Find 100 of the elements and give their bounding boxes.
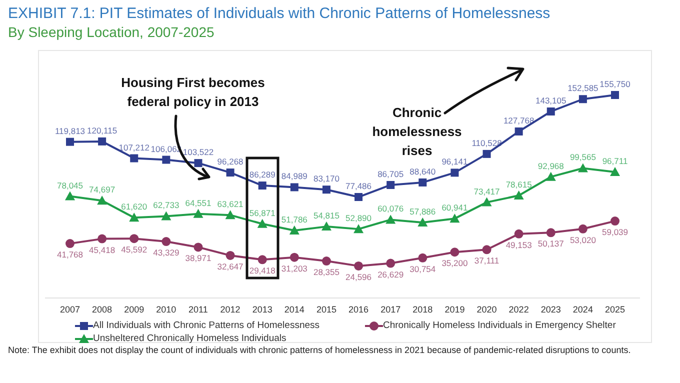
x-tick-label: 2017 xyxy=(380,304,401,314)
point xyxy=(546,172,556,181)
data-label: 107,212 xyxy=(118,142,150,152)
data-label: 35,200 xyxy=(442,258,468,268)
point xyxy=(194,159,202,168)
data-label: 31,203 xyxy=(281,263,308,274)
data-label: 62,733 xyxy=(153,200,180,210)
legend-label: Chronically Homeless Individuals in Emergency Shelter xyxy=(383,320,616,331)
point xyxy=(482,150,491,158)
data-label: 64,551 xyxy=(185,198,212,208)
data-label: 53,020 xyxy=(570,234,596,245)
x-tick-label: 2009 xyxy=(124,304,144,314)
point xyxy=(162,156,170,164)
data-label: 30,754 xyxy=(410,264,436,274)
x-tick-label: 2022 xyxy=(508,304,529,314)
point xyxy=(257,218,268,228)
point xyxy=(354,193,363,202)
data-label: 60,941 xyxy=(442,202,468,213)
x-tick-label: 2020 xyxy=(476,304,497,314)
data-label: 88,640 xyxy=(410,166,436,176)
data-label: 96,711 xyxy=(602,156,628,166)
data-label: 60,076 xyxy=(378,204,404,214)
point xyxy=(129,212,140,222)
point xyxy=(482,245,492,254)
point xyxy=(418,178,427,186)
chart-subtitle: By Sleeping Location, 2007-2025 xyxy=(8,24,214,40)
data-label: 99,565 xyxy=(570,152,596,162)
point xyxy=(546,228,556,238)
data-label: 61,620 xyxy=(121,202,148,212)
data-label: 77,486 xyxy=(346,181,372,192)
point xyxy=(418,253,428,262)
data-label: 86,705 xyxy=(378,168,404,179)
x-tick-label: 2018 xyxy=(412,304,433,314)
point xyxy=(354,261,364,270)
x-tick-label: 2013 xyxy=(252,304,272,314)
point xyxy=(450,168,459,177)
point xyxy=(258,182,266,190)
data-label: 86,289 xyxy=(249,170,276,180)
data-label: 84,989 xyxy=(281,171,308,182)
point xyxy=(194,242,203,252)
point xyxy=(66,239,74,248)
data-label: 24,596 xyxy=(346,272,372,282)
point xyxy=(161,211,172,220)
data-label: 83,170 xyxy=(313,174,340,184)
point xyxy=(226,250,235,260)
data-label: 57,886 xyxy=(410,206,436,217)
data-label: 52,890 xyxy=(346,213,372,224)
point xyxy=(482,197,492,206)
point xyxy=(578,95,587,104)
data-label: 74,697 xyxy=(89,184,116,195)
x-tick-label: 2011 xyxy=(188,304,208,314)
point xyxy=(578,163,588,172)
point xyxy=(290,183,298,192)
data-label: 28,355 xyxy=(313,267,340,278)
point xyxy=(162,237,171,246)
point xyxy=(514,127,523,136)
x-tick-label: 2025 xyxy=(604,304,626,314)
x-tick-label: 2007 xyxy=(60,304,80,314)
point xyxy=(98,137,106,146)
point xyxy=(289,226,300,235)
x-tick-label: 2010 xyxy=(156,304,176,314)
data-label: 29,418 xyxy=(249,266,276,276)
data-label: 56,871 xyxy=(249,208,276,218)
x-tick-label: 2024 xyxy=(572,304,593,314)
data-label: 103,522 xyxy=(182,147,214,158)
point xyxy=(130,234,139,244)
point xyxy=(354,224,364,234)
data-label: 54,815 xyxy=(313,210,340,221)
data-label: 96,268 xyxy=(217,156,244,167)
point xyxy=(450,214,460,223)
data-label: 152,585 xyxy=(568,83,599,94)
data-label: 73,417 xyxy=(474,186,500,196)
data-label: 32,647 xyxy=(217,261,244,272)
data-label: 51,786 xyxy=(281,214,308,225)
x-tick-label: 2023 xyxy=(540,304,561,314)
point xyxy=(386,180,395,189)
x-tick-label: 2008 xyxy=(92,304,112,314)
data-label: 155,750 xyxy=(600,79,631,89)
point xyxy=(65,191,75,200)
x-tick-label: 2016 xyxy=(348,304,369,314)
data-label: 50,137 xyxy=(538,238,564,249)
data-label: 92,968 xyxy=(538,160,564,171)
point xyxy=(130,154,138,162)
data-label: 63,621 xyxy=(217,199,244,210)
point xyxy=(578,224,588,234)
point xyxy=(226,168,234,177)
annotation: Chronic homelessness rises xyxy=(372,105,462,158)
point xyxy=(450,248,460,257)
data-label: 26,629 xyxy=(378,269,404,280)
x-tick-label: 2012 xyxy=(220,304,240,314)
point xyxy=(386,258,396,268)
point xyxy=(66,138,74,146)
data-label: 119,813 xyxy=(54,126,86,136)
point xyxy=(193,208,204,218)
data-label: 96,141 xyxy=(442,156,468,167)
point xyxy=(418,218,428,227)
data-label: 41,768 xyxy=(57,250,84,260)
point xyxy=(611,91,619,99)
point xyxy=(386,214,396,224)
data-label: 59,039 xyxy=(602,227,628,238)
